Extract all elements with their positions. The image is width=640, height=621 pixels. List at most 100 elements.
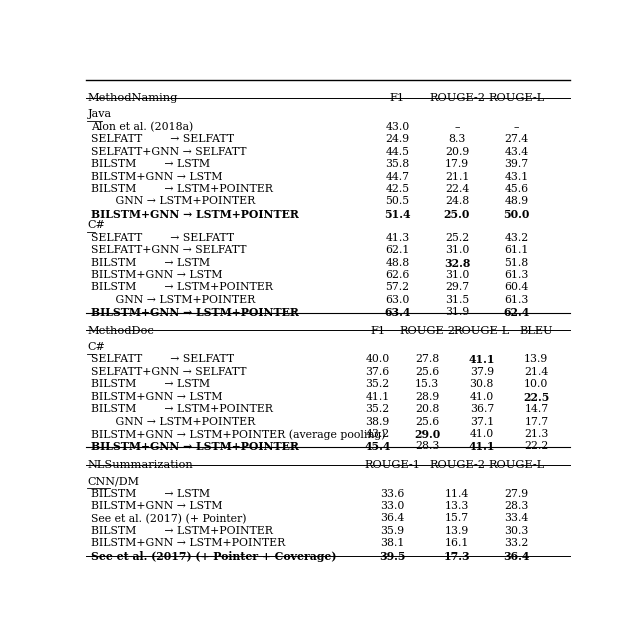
Text: 61.1: 61.1 (504, 245, 529, 255)
Text: 45.6: 45.6 (504, 184, 529, 194)
Text: MethodNaming: MethodNaming (88, 93, 178, 103)
Text: BILSTM        → LSTM+POINTER: BILSTM → LSTM+POINTER (91, 404, 273, 414)
Text: 48.9: 48.9 (504, 196, 529, 206)
Text: 22.4: 22.4 (445, 184, 469, 194)
Text: ROUGE-2: ROUGE-2 (429, 460, 485, 469)
Text: 43.1: 43.1 (504, 171, 529, 181)
Text: BILSTM+GNN → LSTM+POINTER: BILSTM+GNN → LSTM+POINTER (91, 442, 299, 452)
Text: GNN → LSTM+POINTER: GNN → LSTM+POINTER (91, 417, 255, 427)
Text: 35.8: 35.8 (385, 159, 410, 169)
Text: F1: F1 (390, 93, 405, 103)
Text: 41.3: 41.3 (385, 233, 410, 243)
Text: 25.6: 25.6 (415, 417, 439, 427)
Text: 35.2: 35.2 (365, 404, 390, 414)
Text: Java: Java (88, 109, 111, 119)
Text: 17.3: 17.3 (444, 551, 470, 561)
Text: BILSTM        → LSTM: BILSTM → LSTM (91, 489, 210, 499)
Text: 51.4: 51.4 (384, 209, 411, 220)
Text: 40.0: 40.0 (365, 355, 390, 365)
Text: 41.0: 41.0 (470, 429, 494, 439)
Text: 31.0: 31.0 (445, 245, 469, 255)
Text: SELFATT        → SELFATT: SELFATT → SELFATT (91, 355, 234, 365)
Text: BILSTM+GNN → LSTM: BILSTM+GNN → LSTM (91, 270, 223, 280)
Text: 37.6: 37.6 (365, 367, 390, 377)
Text: 27.4: 27.4 (504, 134, 529, 144)
Text: 30.8: 30.8 (470, 379, 494, 389)
Text: 60.4: 60.4 (504, 283, 529, 292)
Text: SELFATT        → SELFATT: SELFATT → SELFATT (91, 233, 234, 243)
Text: BILSTM        → LSTM: BILSTM → LSTM (91, 159, 210, 169)
Text: 28.3: 28.3 (504, 501, 529, 511)
Text: BILSTM+GNN → LSTM: BILSTM+GNN → LSTM (91, 501, 223, 511)
Text: BILSTM+GNN → LSTM: BILSTM+GNN → LSTM (91, 392, 223, 402)
Text: 43.0: 43.0 (385, 122, 410, 132)
Text: BILSTM        → LSTM+POINTER: BILSTM → LSTM+POINTER (91, 283, 273, 292)
Text: 31.9: 31.9 (445, 307, 469, 317)
Text: ROUGE-2: ROUGE-2 (399, 325, 455, 335)
Text: 45.4: 45.4 (364, 442, 391, 452)
Text: 21.1: 21.1 (445, 171, 469, 181)
Text: 61.3: 61.3 (504, 295, 529, 305)
Text: 22.2: 22.2 (524, 442, 548, 451)
Text: ROUGE-L: ROUGE-L (454, 325, 510, 335)
Text: BILSTM+GNN → LSTM+POINTER: BILSTM+GNN → LSTM+POINTER (91, 538, 285, 548)
Text: 42.5: 42.5 (385, 184, 410, 194)
Text: 31.0: 31.0 (445, 270, 469, 280)
Text: 33.2: 33.2 (504, 538, 529, 548)
Text: 22.5: 22.5 (523, 392, 550, 403)
Text: Alon et al. (2018a): Alon et al. (2018a) (91, 122, 193, 132)
Text: 8.3: 8.3 (448, 134, 466, 144)
Text: 13.9: 13.9 (445, 526, 469, 536)
Text: 29.0: 29.0 (414, 429, 440, 440)
Text: 17.7: 17.7 (524, 417, 548, 427)
Text: 35.9: 35.9 (380, 526, 404, 536)
Text: 43.4: 43.4 (504, 147, 529, 156)
Text: BILSTM        → LSTM: BILSTM → LSTM (91, 379, 210, 389)
Text: 39.5: 39.5 (380, 551, 406, 561)
Text: 33.0: 33.0 (380, 501, 404, 511)
Text: C#: C# (88, 220, 106, 230)
Text: 11.4: 11.4 (445, 489, 469, 499)
Text: 10.0: 10.0 (524, 379, 548, 389)
Text: 31.5: 31.5 (445, 295, 469, 305)
Text: 21.4: 21.4 (524, 367, 548, 377)
Text: 20.8: 20.8 (415, 404, 440, 414)
Text: 14.7: 14.7 (524, 404, 548, 414)
Text: 13.3: 13.3 (445, 501, 469, 511)
Text: 41.1: 41.1 (468, 442, 495, 452)
Text: 37.9: 37.9 (470, 367, 494, 377)
Text: 63.0: 63.0 (385, 295, 410, 305)
Text: BILSTM+GNN → LSTM+POINTER: BILSTM+GNN → LSTM+POINTER (91, 307, 299, 318)
Text: 15.7: 15.7 (445, 514, 469, 524)
Text: 28.3: 28.3 (415, 442, 440, 451)
Text: 43.2: 43.2 (504, 233, 529, 243)
Text: ROUGE-2: ROUGE-2 (429, 93, 485, 103)
Text: C#: C# (88, 342, 106, 352)
Text: 36.4: 36.4 (380, 514, 404, 524)
Text: 25.0: 25.0 (444, 209, 470, 220)
Text: 30.3: 30.3 (504, 526, 529, 536)
Text: BILSTM+GNN → LSTM+POINTER (average pooling): BILSTM+GNN → LSTM+POINTER (average pooli… (91, 429, 385, 440)
Text: 28.9: 28.9 (415, 392, 439, 402)
Text: SELFATT+GNN → SELFATT: SELFATT+GNN → SELFATT (91, 147, 246, 156)
Text: BILSTM+GNN → LSTM: BILSTM+GNN → LSTM (91, 171, 223, 181)
Text: –: – (454, 122, 460, 132)
Text: 44.7: 44.7 (385, 171, 410, 181)
Text: 24.8: 24.8 (445, 196, 469, 206)
Text: 41.1: 41.1 (468, 355, 495, 366)
Text: 41.1: 41.1 (365, 392, 390, 402)
Text: 37.1: 37.1 (470, 417, 494, 427)
Text: 62.4: 62.4 (503, 307, 530, 318)
Text: 57.2: 57.2 (385, 283, 410, 292)
Text: –: – (514, 122, 519, 132)
Text: 25.6: 25.6 (415, 367, 439, 377)
Text: See et al. (2017) (+ Pointer + Coverage): See et al. (2017) (+ Pointer + Coverage) (91, 551, 337, 561)
Text: 51.8: 51.8 (504, 258, 529, 268)
Text: 39.7: 39.7 (504, 159, 529, 169)
Text: ROUGE-L: ROUGE-L (488, 460, 545, 469)
Text: BLEU: BLEU (520, 325, 553, 335)
Text: 27.8: 27.8 (415, 355, 439, 365)
Text: 50.5: 50.5 (385, 196, 410, 206)
Text: 62.1: 62.1 (385, 245, 410, 255)
Text: 50.0: 50.0 (503, 209, 530, 220)
